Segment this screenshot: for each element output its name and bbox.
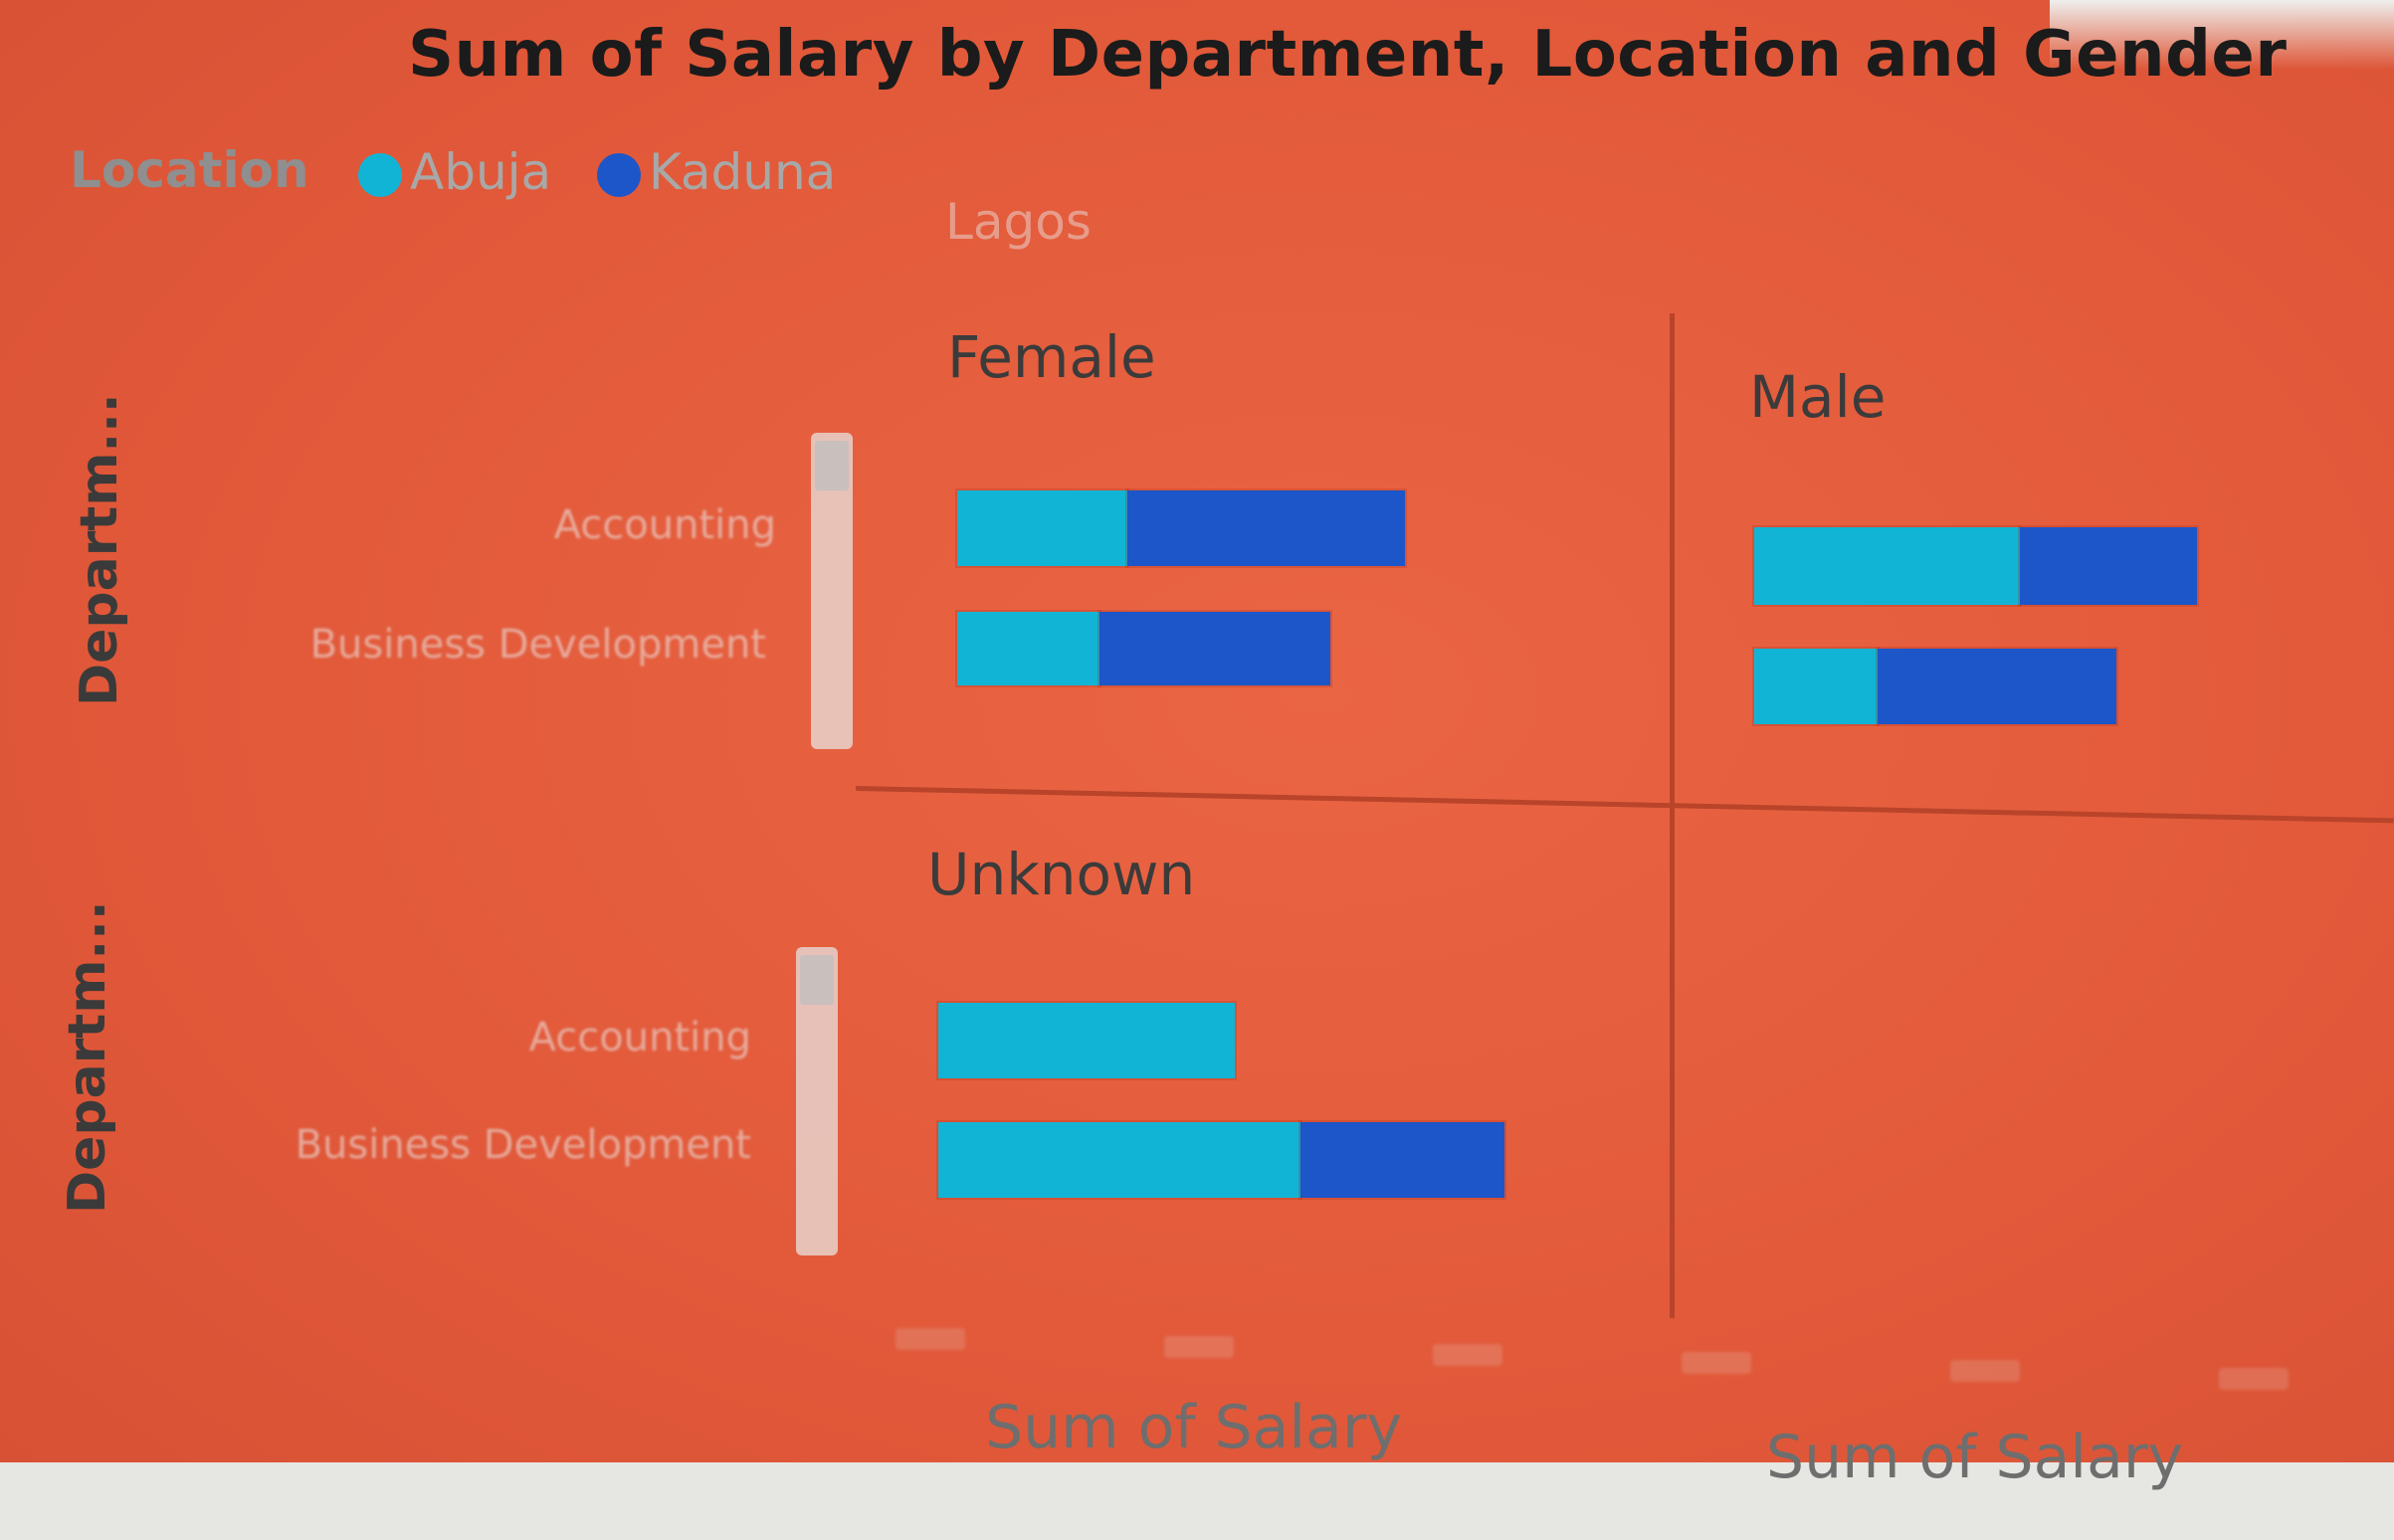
category-label-bottom-business-development: Business Development [295, 1122, 751, 1168]
bar-male-accounting-abuja[interactable] [1754, 527, 2020, 605]
category-label-bottom-accounting: Accounting [528, 1015, 751, 1060]
x-axis-title-right: Sum of Salary [1766, 1423, 2184, 1492]
bar-unknown-business-development-abuja[interactable] [938, 1122, 1301, 1198]
bar-female-accounting-kaduna[interactable] [1126, 490, 1405, 566]
scroll-thumb-top[interactable] [815, 441, 849, 490]
legend-label-lagos: Lagos [945, 193, 1092, 251]
legend-label-abuja: Abuja [410, 143, 552, 201]
bar-unknown-business-development-kaduna[interactable] [1300, 1122, 1504, 1198]
scrollbar-top[interactable] [811, 433, 853, 749]
scroll-thumb-bottom[interactable] [800, 955, 834, 1005]
legend-label-kaduna: Kaduna [649, 143, 837, 201]
bar-male-accounting-kaduna[interactable] [2019, 527, 2197, 605]
category-label-top-accounting: Accounting [553, 502, 776, 548]
panel-title-male: Male [1749, 363, 1887, 431]
bar-female-business-development-abuja[interactable] [957, 612, 1099, 685]
y-axis-title-top: Departm... [70, 393, 129, 706]
x-axis-title-left: Sum of Salary [985, 1393, 1403, 1462]
bar-male-business-development-kaduna[interactable] [1878, 649, 2117, 724]
legend-title: Location [70, 141, 309, 199]
scrollbar-bottom[interactable] [796, 947, 838, 1255]
x-tick-mark [1433, 1344, 1502, 1366]
x-tick-mark [2219, 1368, 2289, 1390]
x-tick-mark [1164, 1336, 1234, 1358]
vertical-divider [1670, 313, 1675, 1318]
x-tick-mark [896, 1328, 965, 1350]
x-tick-mark [1950, 1360, 2020, 1382]
category-label-top-business-development: Business Development [309, 622, 766, 668]
y-axis-title-bottom: Departm... [58, 900, 117, 1214]
bar-female-accounting-abuja[interactable] [957, 490, 1127, 566]
panel-title-female: Female [947, 323, 1156, 391]
legend-dot-kaduna [597, 153, 641, 197]
legend-dot-abuja [358, 153, 402, 197]
panel-title-unknown: Unknown [927, 841, 1196, 908]
x-tick-mark [1682, 1352, 1751, 1374]
window-chrome [2050, 0, 2394, 70]
bar-female-business-development-kaduna[interactable] [1098, 612, 1331, 685]
bar-unknown-accounting-abuja[interactable] [938, 1003, 1235, 1078]
bottom-border [0, 1462, 2394, 1540]
chart-title: Sum of Salary by Department, Location an… [408, 18, 2288, 92]
bar-male-business-development-abuja[interactable] [1754, 649, 1878, 724]
horizontal-divider [855, 786, 2394, 824]
